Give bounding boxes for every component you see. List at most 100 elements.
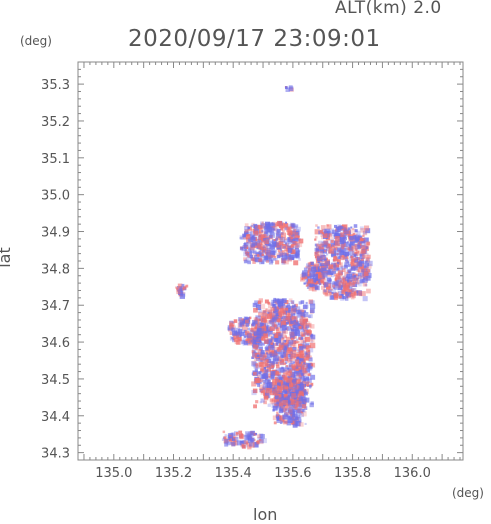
echo-cell: [323, 249, 327, 253]
echo-cell: [332, 289, 337, 294]
echo-cell: [350, 266, 356, 271]
echo-cell: [276, 228, 281, 233]
echo-cell: [330, 264, 334, 268]
echo-cell: [326, 258, 328, 261]
echo-cell: [333, 265, 339, 271]
echo-cell: [268, 376, 271, 379]
echo-cell: [272, 239, 277, 244]
echo-cell: [257, 333, 262, 338]
echo-cell: [264, 369, 269, 373]
echo-cell: [347, 294, 352, 299]
echo-cell: [275, 342, 279, 346]
echo-cell: [361, 249, 366, 254]
echo-cell: [362, 277, 366, 280]
echo-cell: [257, 348, 262, 354]
echo-cell: [356, 230, 361, 235]
echo-cell: [317, 226, 320, 229]
echo-cell: [321, 255, 327, 260]
echo-cell: [290, 325, 294, 330]
echo-cell: [266, 259, 269, 263]
echo-cell: [253, 442, 259, 448]
echo-cell: [300, 273, 303, 277]
echo-cell: [274, 227, 278, 231]
echo-cell: [287, 319, 291, 323]
echo-cell: [265, 337, 269, 341]
echo-cell: [317, 260, 320, 264]
echo-cell: [273, 255, 277, 259]
echo-cell: [260, 223, 266, 229]
echo-cell: [262, 353, 268, 358]
x-tick-label: 135.0: [95, 466, 132, 481]
echo-cell: [235, 432, 239, 436]
echo-cell: [289, 383, 294, 388]
echo-cell: [311, 283, 315, 287]
echo-cell: [244, 333, 249, 338]
echo-cell: [244, 248, 247, 252]
echo-cell: [283, 315, 288, 321]
echo-cell: [272, 405, 278, 411]
echo-cell: [345, 289, 350, 294]
echo-cell: [284, 335, 287, 338]
x-tick-label: 135.6: [274, 466, 311, 481]
echo-cell: [299, 382, 303, 386]
echo-cell: [263, 356, 268, 361]
echo-cell: [240, 331, 245, 336]
echo-cell: [283, 348, 287, 353]
echo-cell: [258, 298, 263, 303]
echo-cell: [301, 404, 307, 409]
echo-cell: [286, 412, 290, 416]
echo-cell: [278, 396, 284, 402]
echo-cell: [269, 240, 273, 244]
echo-cell: [316, 248, 319, 252]
echo-cell: [270, 253, 275, 258]
echo-cell: [271, 403, 277, 408]
echo-north-fragments: [239, 220, 304, 266]
echo-cell: [364, 243, 370, 248]
echo-cell: [298, 337, 302, 341]
echo-cell: [338, 271, 343, 276]
echo-cell: [305, 367, 310, 373]
echo-cell: [363, 271, 369, 277]
echo-cell: [301, 338, 307, 344]
echo-cell: [269, 375, 274, 379]
echo-cell: [275, 403, 278, 406]
y-tick-label: 34.8: [41, 262, 70, 277]
echo-cell: [274, 338, 278, 342]
echo-cell: [323, 233, 328, 238]
echo-cell: [295, 421, 301, 427]
echo-cell: [291, 231, 297, 237]
echo-cell: [286, 302, 291, 307]
echo-cell: [301, 408, 305, 412]
echo-cell: [254, 320, 258, 325]
echo-cell: [297, 343, 303, 349]
echo-cell: [280, 354, 284, 358]
echo-cell: [361, 268, 365, 273]
echo-cell: [264, 248, 271, 254]
y-tick-label: 34.7: [41, 299, 70, 314]
echo-cell: [284, 342, 288, 347]
echo-cell: [295, 306, 301, 311]
echo-cell: [280, 249, 283, 252]
echo-cell: [314, 235, 318, 239]
echo-cell: [292, 324, 296, 328]
echo-cell: [246, 252, 252, 259]
echo-cell: [260, 221, 265, 226]
echo-cell: [346, 260, 349, 264]
echo-cell: [221, 438, 225, 441]
echo-cell: [268, 320, 272, 324]
echo-cell: [247, 260, 251, 265]
echo-cell: [265, 308, 270, 313]
echo-cell: [308, 355, 312, 359]
echo-cell: [308, 367, 312, 371]
echo-cell: [300, 366, 305, 370]
echo-cell: [277, 386, 281, 390]
echo-cell: [362, 230, 368, 236]
echo-cell: [253, 357, 259, 362]
echo-cell: [239, 320, 245, 326]
echo-cell: [278, 318, 281, 321]
echo-cell: [305, 321, 311, 327]
echo-cell: [359, 245, 363, 249]
echo-cell: [360, 257, 364, 261]
echo-cell: [278, 338, 285, 344]
echo-cell: [273, 421, 277, 425]
